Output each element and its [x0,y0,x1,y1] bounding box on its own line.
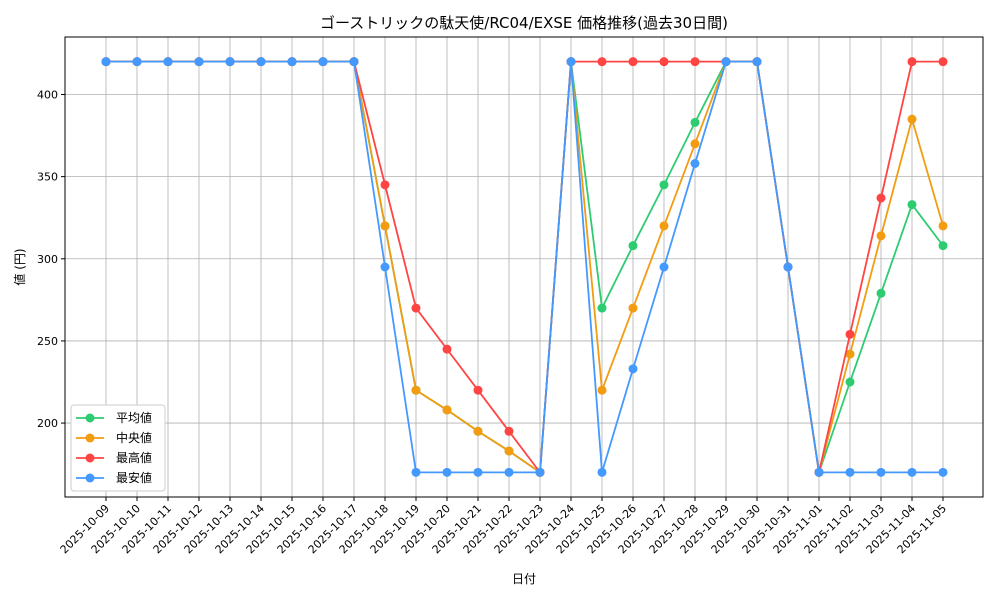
data-point [938,221,948,231]
data-point [907,200,917,210]
data-point [566,57,576,67]
data-point [163,57,173,67]
data-point [132,57,142,67]
data-point [845,467,855,477]
data-point [442,344,452,354]
data-point [411,303,421,313]
legend-label: 中央値 [116,430,152,445]
data-point [194,57,204,67]
data-point [938,467,948,477]
data-point [876,231,886,241]
legend-marker [85,433,95,443]
data-point [628,303,638,313]
data-point [659,262,669,272]
data-point [938,241,948,251]
data-point [473,426,483,436]
y-tick-label: 400 [37,89,58,102]
y-tick-label: 250 [37,335,58,348]
data-point [659,221,669,231]
legend-box [70,404,166,492]
y-tick-label: 200 [37,417,58,430]
data-point [690,139,700,149]
data-point [690,57,700,67]
data-point [597,467,607,477]
legend-marker [85,413,95,423]
data-point [349,57,359,67]
data-point [473,467,483,477]
data-point [876,193,886,203]
data-point [380,262,390,272]
data-point [411,467,421,477]
legend-marker [85,473,95,483]
data-point [380,180,390,190]
data-point [876,467,886,477]
data-point [907,57,917,67]
series-line [106,60,944,474]
data-point [876,288,886,298]
data-point [597,303,607,313]
data-point [535,467,545,477]
y-axis-label: 値 (円) [12,248,27,285]
legend-label: 最高値 [116,450,152,465]
data-point [442,467,452,477]
legend-label: 最安値 [116,470,152,485]
data-point [597,57,607,67]
data-point [783,262,793,272]
data-point [504,467,514,477]
data-point [628,364,638,374]
data-point [814,467,824,477]
data-point [411,385,421,395]
data-point [504,446,514,456]
data-point [287,57,297,67]
data-point [380,221,390,231]
data-point [225,57,235,67]
data-point [628,57,638,67]
data-point [938,57,948,67]
data-point [845,377,855,387]
data-point [597,385,607,395]
x-axis-label: 日付 [512,572,536,586]
data-point [628,241,638,251]
data-point [907,114,917,124]
data-point [752,57,762,67]
data-point [101,57,111,67]
legend-marker [85,453,95,463]
data-point [721,57,731,67]
data-point [690,159,700,168]
data-point [318,57,328,67]
y-tick-label: 350 [37,171,58,184]
data-point [473,385,483,395]
data-point [442,405,452,415]
data-point [907,467,917,477]
data-point [659,180,669,190]
data-point [845,349,855,359]
data-point [256,57,266,67]
chart-title: ゴーストリックの駄天使/RC04/EXSE 価格推移(過去30日間) [320,14,728,32]
series-line [106,60,944,474]
data-point [690,117,700,127]
data-point [504,426,514,436]
plot-frame [64,36,984,498]
series-line [106,60,943,475]
legend-label: 平均値 [116,410,152,425]
series-line [106,60,943,474]
data-point [845,329,855,339]
y-tick-label: 300 [37,253,58,266]
data-point [659,57,669,67]
